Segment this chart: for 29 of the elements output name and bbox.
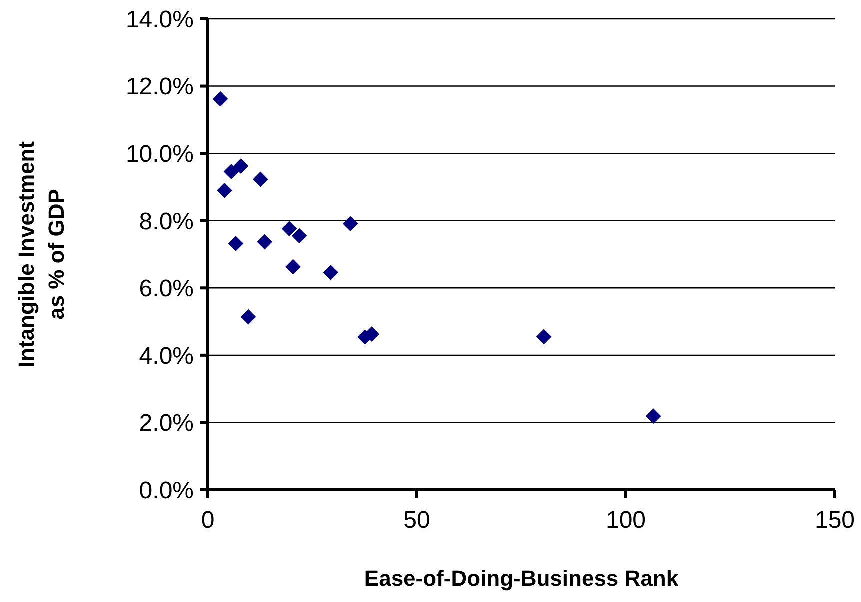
x-axis-title: Ease-of-Doing-Business Rank [364,566,680,591]
y-tick-label: 2.0% [139,410,194,438]
y-tick-label: 0.0% [139,477,194,504]
y-tick-label: 4.0% [139,342,194,370]
point [240,309,256,325]
x-tick-label: 0 [201,507,215,534]
y-tick-label: 14.0% [126,6,194,34]
point [224,164,240,180]
x-tick-label: 100 [606,507,646,534]
y-tick-label: 8.0% [139,208,194,236]
point [253,172,268,188]
point [228,236,244,252]
point [646,408,662,424]
y-tick-label: 10.0% [126,140,194,168]
point [282,221,298,237]
point [292,228,308,244]
point [342,216,358,232]
point [212,91,228,107]
x-tick-label: 150 [814,507,856,534]
point [323,264,339,280]
y-tick-label: 6.0% [139,276,194,303]
y-tick-label: 12.0% [126,74,194,101]
x-tick-label: 50 [404,507,430,534]
point [286,259,301,275]
point [536,329,552,345]
y-axis-title: Intangible Investment as % of GDP [14,140,69,368]
point [217,182,232,198]
point [257,234,273,250]
point [233,158,249,174]
